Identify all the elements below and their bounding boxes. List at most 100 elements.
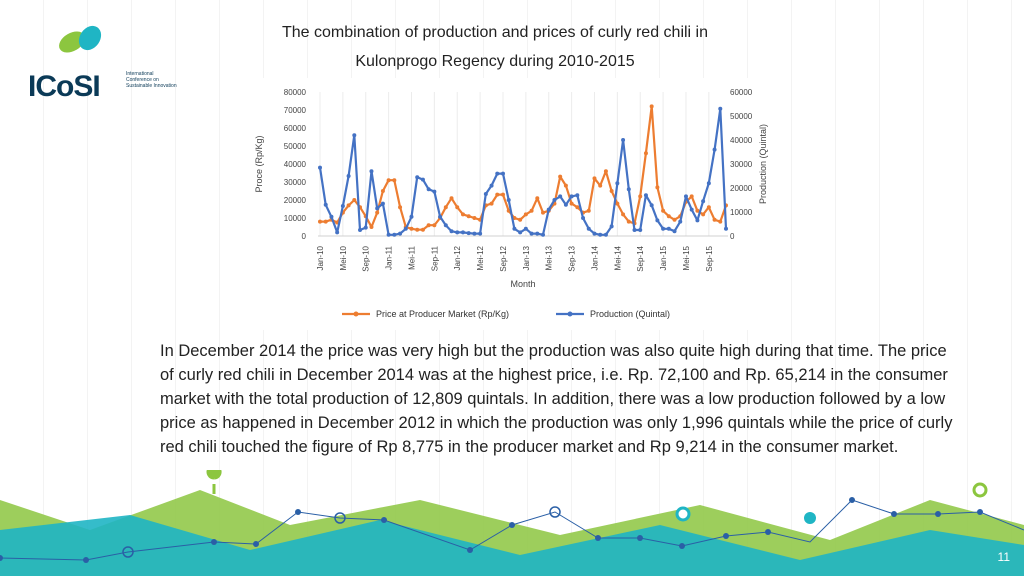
price-data-point: [432, 223, 437, 228]
x-tick-label: Mei-15: [682, 245, 691, 270]
x-tick-label: Jan-14: [590, 245, 599, 270]
price-data-point: [586, 208, 591, 213]
production-data-point: [495, 171, 500, 176]
x-tick-label: Jan-10: [316, 245, 325, 270]
production-data-point: [712, 147, 717, 152]
price-data-point: [529, 208, 534, 213]
price-data-point: [563, 183, 568, 188]
leaf-drop-icon: [59, 25, 102, 53]
pin-icon-teal: [675, 506, 691, 522]
production-data-point: [523, 226, 528, 231]
price-data-point: [541, 210, 546, 215]
price-data-point: [655, 185, 660, 190]
production-data-point: [695, 218, 700, 223]
production-data-point: [643, 193, 648, 198]
price-data-point: [380, 189, 385, 193]
production-data-point: [506, 198, 511, 202]
pin-icon-green: [972, 482, 988, 498]
price-data-point: [346, 203, 351, 208]
price-data-point: [523, 212, 528, 217]
price-data-point: [666, 214, 671, 219]
x-tick-label: Sep-11: [430, 245, 439, 271]
production-data-point: [609, 224, 614, 229]
production-data-point: [683, 194, 688, 199]
price-data-point: [661, 208, 666, 213]
y2-tick-label: 0: [730, 232, 735, 241]
production-data-point: [678, 219, 683, 224]
x-tick-label: Mei-12: [476, 245, 485, 270]
price-data-point: [375, 210, 380, 215]
production-data-point: [661, 226, 666, 231]
y-tick-label: 40000: [284, 160, 307, 169]
production-data-point: [483, 192, 488, 196]
price-data-point: [569, 201, 574, 206]
price-series-line: [320, 105, 728, 231]
production-data-point: [672, 229, 677, 234]
price-data-point: [672, 217, 677, 222]
x-tick-label: Sep-12: [499, 245, 508, 271]
production-data-point: [546, 207, 551, 212]
price-data-point: [466, 214, 471, 219]
production-data-point: [621, 138, 626, 142]
price-data-point: [603, 169, 608, 174]
production-data-point: [724, 226, 728, 231]
production-data-point: [552, 198, 557, 202]
price-data-point: [398, 205, 403, 210]
production-data-point: [701, 199, 706, 204]
production-data-point: [335, 230, 340, 235]
production-data-point: [581, 216, 586, 220]
production-data-point: [432, 189, 437, 194]
production-data-point: [455, 230, 460, 235]
title-line-2: Kulonprogo Regency during 2010-2015: [355, 53, 635, 70]
y2-tick-label: 50000: [730, 112, 753, 121]
pin-icon: [206, 470, 222, 494]
production-data-point: [666, 226, 671, 231]
x-tick-label: Mei-10: [339, 245, 348, 270]
x-tick-label: Sep-14: [636, 245, 645, 271]
production-data-point: [352, 133, 357, 138]
price-data-point: [558, 174, 563, 179]
production-data-point: [655, 218, 660, 223]
x-tick-label: Jan-12: [453, 245, 462, 270]
price-data-point: [420, 227, 425, 232]
production-data-point: [369, 169, 374, 174]
production-data-point: [518, 230, 523, 235]
slide-title: The combination of production and prices…: [200, 18, 790, 76]
production-data-point: [512, 226, 517, 231]
production-data-point: [603, 232, 608, 237]
production-data-point: [380, 201, 385, 206]
combo-line-chart: 0 10000 20000 30000 40000 50000 60000 70000 8000…: [238, 78, 786, 330]
production-data-point: [392, 232, 397, 237]
price-data-point: [472, 216, 477, 220]
production-data-point: [529, 231, 534, 236]
y-tick-label: 70000: [284, 106, 307, 115]
production-data-point: [689, 207, 694, 212]
logo-wordmark: ICoSI: [28, 70, 101, 103]
price-data-point: [460, 212, 465, 217]
pin-icon-teal-filled: [804, 512, 816, 524]
price-data-point: [386, 178, 391, 183]
production-data-point: [706, 181, 711, 186]
chart-svg: 0 10000 20000 30000 40000 50000 60000 70000 8000…: [254, 88, 768, 319]
production-data-point: [449, 229, 454, 234]
production-data-point: [318, 165, 322, 170]
production-data-point: [472, 231, 477, 236]
legend-label: Price at Producer Market (Rp/Kg): [376, 309, 509, 319]
production-data-point: [478, 231, 483, 236]
y2-tick-label: 20000: [730, 184, 753, 193]
y2-axis-title: Production (Quintal): [758, 124, 768, 204]
title-line-1: The combination of production and prices…: [282, 24, 708, 41]
legend-swatch-marker: [353, 311, 359, 317]
production-data-point: [415, 175, 420, 180]
x-tick-label: Mei-13: [545, 245, 554, 270]
production-data-point: [649, 203, 654, 208]
x-tick-label: Sep-13: [568, 245, 577, 271]
price-data-point: [695, 208, 700, 213]
production-data-point: [615, 181, 620, 186]
price-data-point: [615, 201, 620, 206]
y-tick-label: 30000: [284, 178, 307, 187]
x-tick-label: Sep-10: [362, 245, 371, 271]
y-axis-title: Proce (Rp/Kg): [254, 135, 264, 192]
production-data-point: [323, 202, 328, 207]
production-data-point: [420, 177, 425, 182]
